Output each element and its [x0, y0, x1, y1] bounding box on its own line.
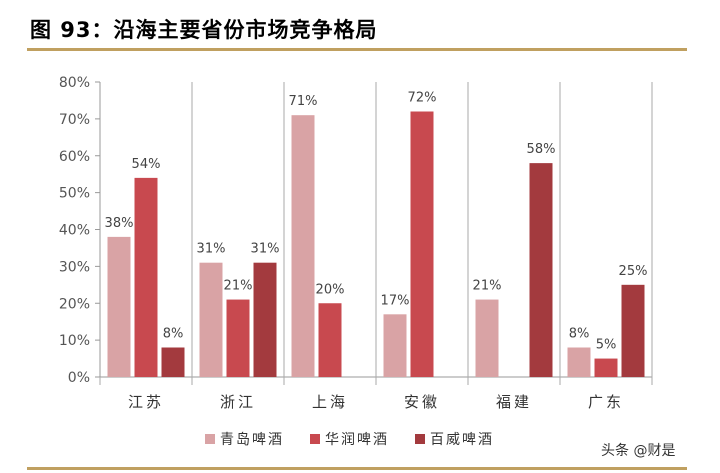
bar: [529, 163, 553, 377]
bar: [410, 111, 434, 377]
bar: [594, 358, 618, 377]
data-label: 31%: [251, 242, 280, 257]
bar: [383, 314, 407, 377]
bar: [318, 303, 342, 377]
figure-title: 图 93：沿海主要省份市场竞争格局: [30, 18, 378, 42]
data-label: 20%: [316, 282, 345, 297]
data-label: 8%: [569, 327, 590, 342]
bar: [291, 115, 315, 377]
x-tick-label: 上海: [312, 393, 348, 411]
x-tick-label: 福建: [496, 393, 532, 411]
data-label: 72%: [408, 91, 437, 106]
x-tick-label: 广东: [588, 393, 624, 411]
bar: [107, 236, 131, 377]
data-label: 5%: [596, 338, 617, 353]
data-label: 21%: [473, 279, 502, 294]
bar: [161, 347, 185, 377]
y-tick-label: 10%: [59, 333, 90, 349]
x-tick-label: 安徽: [404, 393, 440, 411]
data-label: 21%: [224, 279, 253, 294]
bar: [199, 262, 223, 377]
x-tick-label: 浙江: [220, 393, 256, 411]
bar: [253, 262, 277, 377]
data-label: 17%: [381, 293, 410, 308]
y-tick-label: 60%: [59, 149, 90, 165]
data-label: 54%: [132, 157, 161, 172]
y-tick-label: 70%: [59, 112, 90, 128]
legend-swatch: [310, 434, 320, 444]
watermark: 头条 @财是: [595, 438, 682, 462]
data-label: 38%: [105, 216, 134, 231]
y-tick-label: 0%: [68, 370, 90, 386]
legend-label: 青岛啤酒: [220, 432, 284, 448]
data-label: 25%: [619, 264, 648, 279]
footer-rule: [27, 467, 687, 470]
chart-labels: 38% 31% 71% 17% 21% 8% 54% 21% 20% 72% 5% 8% 31% 58% 2…: [105, 91, 648, 353]
legend-swatch: [205, 434, 215, 444]
y-tick-label: 20%: [59, 296, 90, 312]
y-tick-label: 50%: [59, 186, 90, 202]
bar: [621, 284, 645, 377]
legend-swatch: [415, 434, 425, 444]
chart-axes: 0% 10% 20% 30% 40% 50% 60% 70% 80% 江苏 浙江 上海 安徽 福建 广东: [59, 75, 653, 411]
bar: [567, 347, 591, 377]
legend-label: 百威啤酒: [430, 432, 494, 448]
chart-bars: [107, 111, 645, 377]
y-tick-label: 40%: [59, 223, 90, 239]
x-tick-label: 江苏: [128, 393, 164, 411]
bar: [134, 177, 158, 377]
bar: [475, 299, 499, 377]
legend-label: 华润啤酒: [325, 432, 389, 448]
chart-legend: 青岛啤酒 华润啤酒 百威啤酒: [205, 432, 494, 448]
data-label: 71%: [289, 94, 318, 109]
y-tick-label: 80%: [59, 75, 90, 91]
y-tick-label: 30%: [59, 259, 90, 275]
bar: [226, 299, 250, 377]
data-label: 58%: [527, 142, 556, 157]
data-label: 8%: [163, 327, 184, 342]
data-label: 31%: [197, 242, 226, 257]
title-rule: [27, 48, 687, 51]
